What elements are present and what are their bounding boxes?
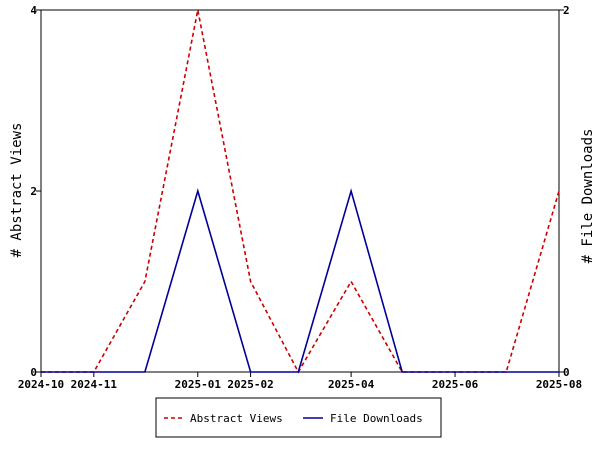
legend-label-abstract-views: Abstract Views	[190, 412, 283, 425]
x-tick-label: 2025-06	[432, 378, 479, 391]
right-y-tick-label: 0	[563, 366, 570, 379]
x-tick-label: 2024-10	[18, 378, 64, 391]
legend: Abstract Views File Downloads	[155, 397, 442, 438]
plot-frame	[40, 9, 560, 373]
right-y-tick-label: 2	[563, 4, 570, 17]
left-y-axis: 0 2 4	[30, 4, 41, 379]
series-line-abstract-views	[41, 9, 560, 374]
left-y-axis-title: # Abstract Views	[9, 123, 25, 258]
series-layer	[41, 9, 560, 374]
legend-box	[155, 397, 442, 438]
x-tick-label: 2025-02	[227, 378, 273, 391]
left-y-tick-label: 4	[30, 4, 37, 17]
x-tick-label: 2025-01	[175, 378, 222, 391]
plot-area	[40, 9, 560, 373]
right-y-axis: 02	[559, 4, 570, 379]
legend-label-file-downloads: File Downloads	[330, 412, 423, 425]
left-y-tick-label: 2	[30, 185, 37, 198]
right-y-axis-title: # File Downloads	[580, 129, 596, 264]
left-y-tick-label: 0	[30, 366, 37, 379]
series-line-file-downloads	[41, 188, 559, 373]
x-tick-label: 2025-04	[328, 378, 375, 391]
x-axis: 2024-10 2024-11 2025-01 2025-02 2025-04 2025-…	[18, 372, 582, 391]
x-tick-label: 2025-08	[536, 378, 582, 391]
x-tick-label: 2024-11	[71, 378, 118, 391]
